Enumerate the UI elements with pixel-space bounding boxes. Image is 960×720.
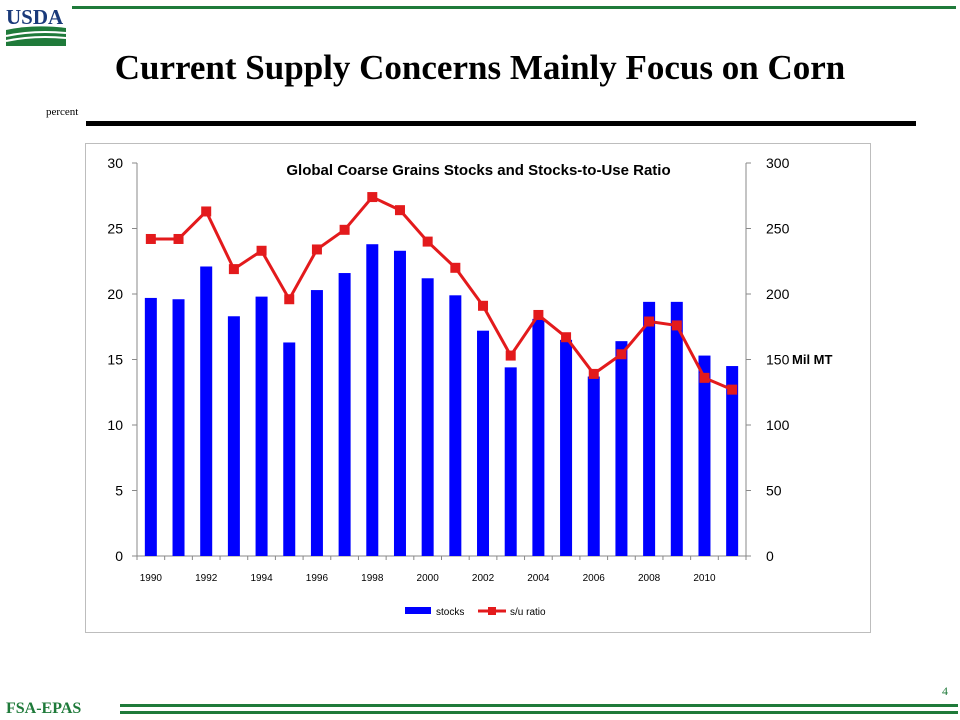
stocks-bar	[393, 250, 406, 556]
page-title: Current Supply Concerns Mainly Focus on …	[114, 48, 846, 87]
su-ratio-marker	[284, 294, 295, 305]
su-ratio-marker	[311, 244, 322, 255]
x-tick-label: 1990	[140, 573, 163, 584]
chart-title: Global Coarse Grains Stocks and Stocks-t…	[286, 162, 670, 179]
su-ratio-marker	[367, 192, 378, 203]
y-right-tick-label: 200	[766, 286, 790, 302]
su-ratio-marker	[727, 384, 738, 395]
y-left-tick-label: 15	[107, 352, 123, 368]
stocks-bar	[421, 278, 434, 556]
su-ratio-marker	[450, 262, 461, 273]
su-ratio-marker	[201, 206, 212, 217]
legend-ratio-marker	[488, 607, 496, 615]
legend-ratio-label: s/u ratio	[510, 607, 546, 618]
su-ratio-line	[150, 195, 733, 392]
su-ratio-marker	[533, 309, 544, 320]
stocks-bar	[227, 316, 240, 556]
chart-container: 0 5 10 15 20 25 30 0 50 100 150 200 250 300 Mil MT 1990…	[85, 143, 871, 633]
stocks-bar	[670, 301, 683, 556]
x-tick-label: 2010	[693, 573, 716, 584]
stocks-bar	[255, 296, 268, 556]
stocks-bar	[172, 299, 185, 556]
su-ratio-marker	[256, 245, 267, 256]
x-tick-label: 2008	[638, 573, 661, 584]
su-ratio-marker	[478, 300, 489, 311]
x-tick-label: 2006	[583, 573, 606, 584]
stocks-bar	[310, 290, 323, 556]
y-right-tick-label: 300	[766, 155, 790, 171]
x-tick-label: 1994	[250, 573, 273, 584]
stocks-bar	[144, 297, 157, 556]
su-ratio-marker	[505, 350, 516, 361]
su-ratio-marker	[394, 205, 405, 216]
stocks-bar	[366, 244, 379, 556]
footer-rule-top	[120, 704, 958, 707]
y-right-tick-label: 250	[766, 221, 790, 237]
stocks-bar	[532, 318, 545, 556]
x-tick-label: 1998	[361, 573, 384, 584]
stocks-bar	[560, 339, 573, 556]
su-ratio-marker	[644, 316, 655, 327]
su-ratio-marker	[339, 224, 350, 235]
stocks-bar	[615, 341, 628, 556]
usda-logo-text: USDA	[6, 5, 64, 29]
y-left-tick-label: 25	[107, 221, 123, 237]
y-right-tick-label: 150	[766, 352, 790, 368]
y-right-tick-label: 100	[766, 417, 790, 433]
stocks-bar	[587, 376, 600, 556]
su-ratio-marker	[699, 372, 710, 383]
usda-logo: USDA	[5, 5, 67, 46]
stocks-bar	[477, 330, 490, 556]
stocks-bar	[200, 266, 213, 556]
stocks-bar	[726, 366, 739, 556]
y-right-tick-label: 50	[766, 483, 782, 499]
y-right-tick-label: 0	[766, 548, 774, 564]
y-left-tick-label: 10	[107, 417, 123, 433]
su-ratio-marker	[173, 233, 184, 244]
su-ratio-marker	[561, 332, 572, 343]
legend-stocks-label: stocks	[436, 607, 464, 618]
su-ratio-marker	[671, 320, 682, 331]
usda-logo-field	[6, 26, 66, 46]
header-rule	[72, 6, 956, 9]
stocks-bar	[643, 301, 656, 556]
su-ratio-marker	[422, 236, 433, 247]
x-tick-label: 2004	[527, 573, 550, 584]
su-ratio-marker	[588, 368, 599, 379]
y-left-tick-label: 20	[107, 286, 123, 302]
stocks-bar	[283, 342, 296, 556]
units-label: percent	[46, 106, 79, 118]
page-number: 4	[942, 684, 948, 698]
x-tick-label: 2002	[472, 573, 495, 584]
su-ratio-marker	[616, 349, 627, 360]
y-right-axis-label: Mil MT	[792, 352, 832, 367]
su-ratio-marker	[228, 264, 239, 275]
su-ratio-marker	[145, 233, 156, 244]
stocks-bar	[698, 355, 711, 556]
stocks-bar	[449, 295, 462, 556]
legend-stocks-swatch	[405, 607, 431, 614]
y-left-tick-label: 0	[115, 548, 123, 564]
x-tick-label: 1996	[306, 573, 329, 584]
y-left-tick-label: 5	[115, 483, 123, 499]
title-divider	[86, 121, 916, 126]
x-tick-label: 2000	[417, 573, 440, 584]
y-left-tick-label: 30	[107, 155, 123, 171]
footer-rule-bottom	[120, 711, 958, 714]
x-tick-label: 1992	[195, 573, 218, 584]
stocks-bar	[504, 367, 517, 556]
stocks-bar	[338, 273, 351, 556]
footer-agency: FSA-EPAS	[6, 700, 82, 717]
